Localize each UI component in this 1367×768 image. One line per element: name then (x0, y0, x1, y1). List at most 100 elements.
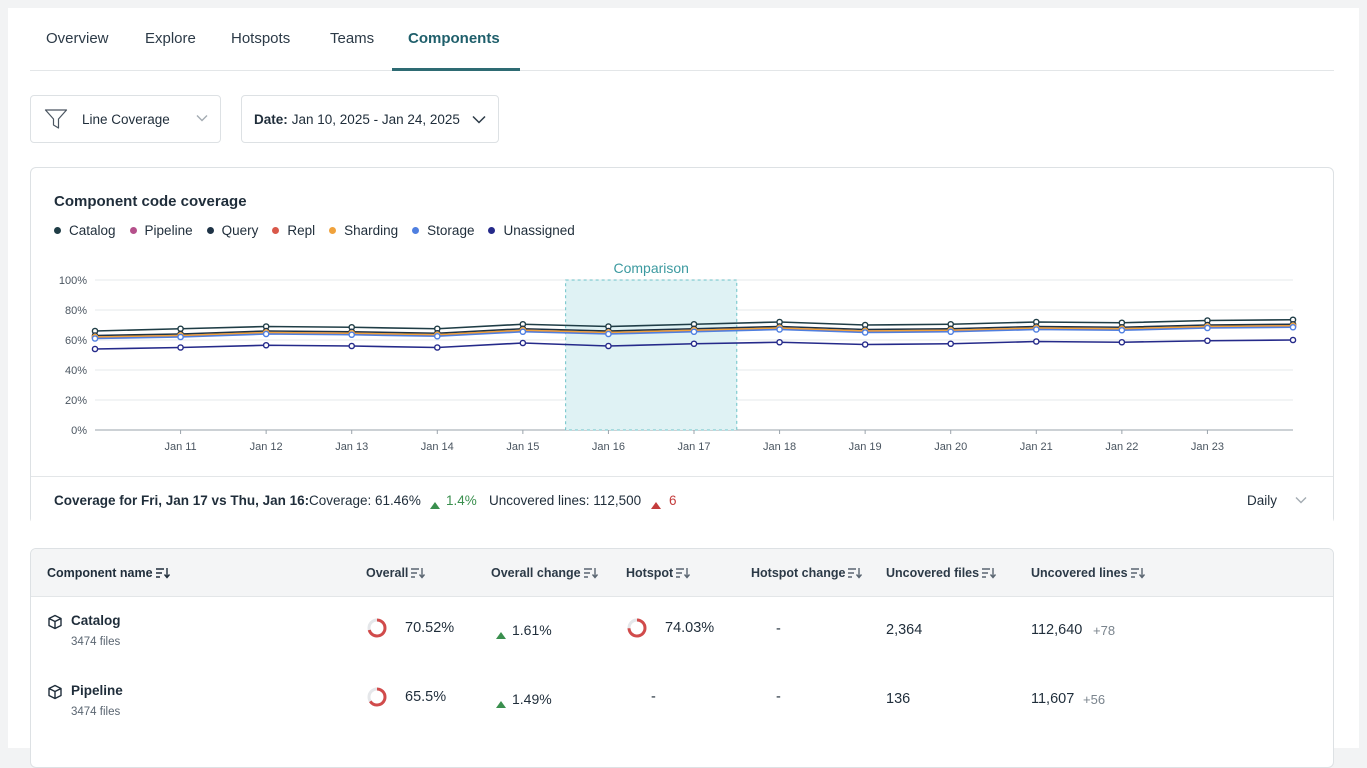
data-point-storage (262, 330, 270, 338)
legend-item-storage[interactable]: Storage (412, 223, 474, 238)
hotspot-donut-icon (626, 617, 648, 643)
date-prefix: Date: (254, 111, 288, 127)
data-point-unassigned (348, 342, 356, 350)
uncovered-lines-delta: 6 (669, 493, 677, 508)
data-point-unassigned (776, 338, 783, 346)
tab-hotspots[interactable]: Hotspots (231, 30, 291, 47)
legend-item-catalog[interactable]: Catalog (54, 223, 116, 238)
legend-item-pipeline[interactable]: Pipeline (129, 223, 193, 238)
uncovered-lines-value: 11,607 (1031, 691, 1075, 707)
donut-fill (367, 687, 387, 707)
tab-components[interactable]: Components (408, 30, 500, 47)
y-tick-label: 100% (59, 275, 87, 287)
x-tick-label: Jan 21 (1020, 441, 1053, 453)
components-table: Component name Overall Overall change Ho… (30, 548, 1334, 768)
col-header-uncovered-lines[interactable]: Uncovered lines (1031, 566, 1146, 582)
chart-legend: Catalog Pipeline Query Repl Sharding Storage U… (54, 223, 589, 238)
granularity-dropdown[interactable]: Daily (1247, 493, 1307, 508)
component-name-link[interactable]: Pipeline (71, 683, 123, 698)
x-tick-label: Jan 17 (677, 441, 710, 453)
component-name-link[interactable]: Catalog (71, 613, 121, 628)
sort-icon (675, 567, 691, 582)
data-point-storage (861, 329, 869, 336)
coverage-line-chart: 0% 20% 40% 60% 80% 100% Comparison Jan 11 Jan 12… (59, 260, 1297, 453)
x-tick-label: Jan 15 (506, 441, 539, 453)
comparison-label: Comparison (613, 260, 688, 276)
data-point-unassigned (433, 344, 441, 351)
comparison-band (565, 279, 738, 431)
data-point-unassigned (1032, 338, 1040, 345)
overall-value: 65.5% (405, 689, 447, 705)
legend-label: Catalog (69, 223, 116, 238)
data-point-storage (776, 326, 783, 333)
up-arrow-icon (651, 497, 661, 512)
data-point-storage (177, 333, 184, 341)
chevron-down-icon (196, 114, 208, 122)
data-point-storage (433, 332, 441, 340)
col-header-uncovered-files[interactable]: Uncovered files (886, 566, 997, 582)
legend-label: Unassigned (503, 223, 575, 238)
data-point-storage (1204, 324, 1211, 332)
up-arrow-icon (496, 627, 506, 643)
uncovered-files-value: 2,364 (886, 622, 923, 638)
hotspot-change-value: - (776, 689, 781, 705)
legend-dot (272, 227, 280, 234)
data-point-storage (1289, 323, 1297, 331)
cube-icon (47, 684, 63, 704)
x-tick-label: Jan 12 (250, 441, 283, 453)
legend-item-repl[interactable]: Repl (272, 223, 315, 238)
overall-donut-icon (366, 617, 388, 643)
table-row[interactable]: Pipeline 3474 files 65.5% 1.49% - - 136 … (31, 667, 1333, 737)
legend-item-unassigned[interactable]: Unassigned (488, 223, 575, 238)
legend-item-sharding[interactable]: Sharding (329, 223, 398, 238)
uncovered-lines-summary: Uncovered lines: 112,500 (489, 493, 642, 508)
legend-label: Sharding (344, 223, 399, 238)
active-tab-indicator (392, 68, 520, 71)
metric-dropdown[interactable]: Line Coverage (30, 95, 221, 143)
date-range-value: Jan 10, 2025 - Jan 24, 2025 (291, 111, 460, 127)
legend-dot (54, 227, 61, 234)
col-header-component-name[interactable]: Component name (47, 566, 171, 582)
col-header-label: Component name (47, 566, 153, 580)
x-tick-label: Jan 14 (421, 441, 454, 453)
col-header-label: Hotspot change (751, 566, 846, 580)
x-tick-label: Jan 16 (592, 441, 625, 453)
chart-title: Component code coverage (54, 193, 247, 210)
table-row[interactable]: Catalog 3474 files 70.52% 1.61% 74.03% -… (31, 597, 1333, 667)
y-tick-label: 40% (65, 365, 87, 377)
col-header-hotspot-change[interactable]: Hotspot change (751, 566, 863, 582)
col-header-hotspot[interactable]: Hotspot (626, 566, 691, 582)
data-point-storage (1118, 326, 1126, 334)
data-point-unassigned (1118, 338, 1126, 346)
data-point-unassigned (605, 342, 612, 350)
component-file-count: 3474 files (71, 706, 121, 718)
tab-bar: Overview Explore Hotspots Teams Componen… (30, 8, 1334, 71)
hotspot-value: 74.03% (665, 620, 715, 636)
component-file-count: 3474 files (71, 636, 121, 648)
data-point-storage (947, 328, 955, 336)
legend-label: Repl (287, 223, 316, 238)
up-arrow-icon (430, 497, 440, 512)
donut-fill (367, 618, 387, 638)
tab-explore[interactable]: Explore (145, 30, 196, 47)
tab-teams[interactable]: Teams (330, 30, 375, 47)
tab-overview[interactable]: Overview (46, 30, 109, 47)
hotspot-change-value: - (776, 621, 781, 637)
date-range-dropdown[interactable]: Date: Jan 10, 2025 - Jan 24, 2025 (241, 95, 499, 143)
col-header-label: Uncovered lines (1031, 566, 1128, 580)
data-point-unassigned (177, 344, 184, 351)
data-point-storage (519, 328, 527, 336)
chevron-down-icon (472, 115, 486, 124)
col-header-overall[interactable]: Overall (366, 566, 426, 582)
col-header-overall-change[interactable]: Overall change (491, 566, 599, 582)
data-point-unassigned (91, 345, 99, 353)
coverage-delta: 1.4% (446, 493, 477, 508)
legend-label: Pipeline (144, 223, 193, 238)
data-point-storage (1032, 326, 1040, 333)
legend-item-query[interactable]: Query (206, 223, 258, 238)
sort-icon (847, 567, 863, 582)
col-header-label: Uncovered files (886, 566, 980, 580)
data-point-storage (690, 328, 698, 336)
data-point-storage (605, 330, 612, 338)
x-tick-label: Jan 20 (934, 441, 967, 453)
